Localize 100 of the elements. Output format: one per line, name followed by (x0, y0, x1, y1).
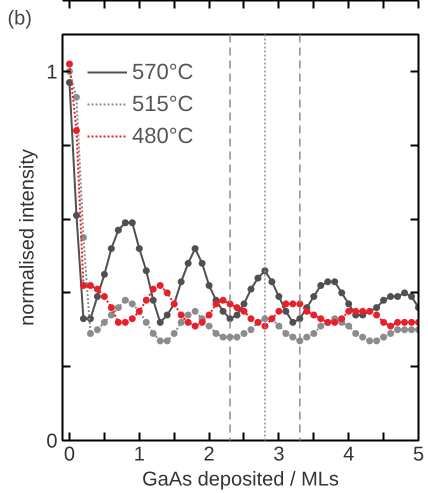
legend-label: 570°C (132, 59, 194, 85)
point (122, 318, 129, 326)
point (240, 300, 248, 308)
point (156, 337, 164, 344)
point (150, 330, 157, 337)
point (150, 286, 157, 293)
point (178, 318, 185, 326)
point (324, 278, 332, 286)
point (108, 245, 115, 252)
point (234, 304, 241, 312)
point (394, 326, 402, 334)
x-tick-label: 0 (64, 444, 76, 466)
point (345, 322, 352, 330)
point (359, 334, 366, 341)
point (206, 312, 213, 319)
point (289, 334, 296, 341)
point (94, 286, 101, 293)
point (401, 289, 408, 296)
point (164, 312, 171, 319)
point (94, 326, 101, 334)
point (352, 330, 360, 337)
point (380, 318, 388, 326)
point (303, 308, 310, 315)
point (100, 293, 108, 300)
point (170, 330, 178, 337)
x-tick-label: 4 (343, 444, 354, 466)
x-tick-label: 3 (273, 444, 284, 466)
point (142, 318, 150, 326)
point (122, 219, 129, 226)
point (247, 315, 254, 322)
point (150, 296, 157, 304)
point (66, 60, 73, 68)
x-tick-label: 5 (412, 444, 424, 466)
x-axis-title: GaAs deposited / MLs (142, 468, 339, 490)
point (72, 94, 80, 101)
point (178, 312, 185, 319)
point (184, 312, 192, 319)
point (303, 334, 310, 341)
point (373, 337, 380, 344)
point (128, 300, 136, 308)
point (310, 330, 318, 337)
point (206, 282, 213, 289)
x-tick-label: 2 (204, 444, 215, 466)
point (220, 296, 227, 304)
point (226, 315, 234, 322)
point (136, 245, 143, 252)
point (394, 318, 402, 326)
point (100, 270, 108, 278)
point (108, 304, 115, 312)
point (366, 337, 374, 344)
point (128, 315, 136, 322)
point (240, 308, 248, 315)
point (142, 267, 150, 274)
point (282, 300, 290, 308)
point (359, 308, 366, 315)
point (80, 282, 87, 289)
point (352, 308, 360, 315)
point (86, 282, 94, 289)
point (387, 293, 394, 300)
point (296, 315, 304, 322)
point (156, 318, 164, 326)
point (212, 300, 220, 308)
point (240, 330, 248, 337)
point (86, 330, 94, 337)
point (114, 304, 122, 312)
point (338, 289, 346, 296)
point (100, 318, 108, 326)
point (387, 322, 394, 330)
point (387, 330, 394, 337)
point (164, 337, 171, 344)
point (156, 282, 164, 289)
point (122, 296, 129, 304)
point (401, 318, 408, 326)
point (296, 300, 304, 308)
point (268, 278, 276, 286)
point (317, 322, 324, 330)
point (142, 296, 150, 304)
point (331, 278, 338, 286)
point (234, 312, 241, 319)
point (345, 308, 352, 315)
point (310, 293, 318, 300)
point (338, 315, 346, 322)
point (275, 293, 282, 300)
point (220, 308, 227, 315)
point (80, 315, 87, 322)
point (234, 334, 241, 341)
point (192, 322, 199, 330)
point (345, 300, 352, 308)
point (275, 322, 282, 330)
point (72, 126, 80, 134)
point (128, 219, 136, 226)
point (212, 330, 220, 337)
point (94, 293, 101, 300)
point (254, 274, 262, 282)
point (206, 322, 213, 330)
point (192, 308, 199, 315)
point (72, 212, 80, 219)
point (247, 286, 254, 293)
point (247, 326, 254, 334)
chart-title: (b) (8, 8, 32, 30)
